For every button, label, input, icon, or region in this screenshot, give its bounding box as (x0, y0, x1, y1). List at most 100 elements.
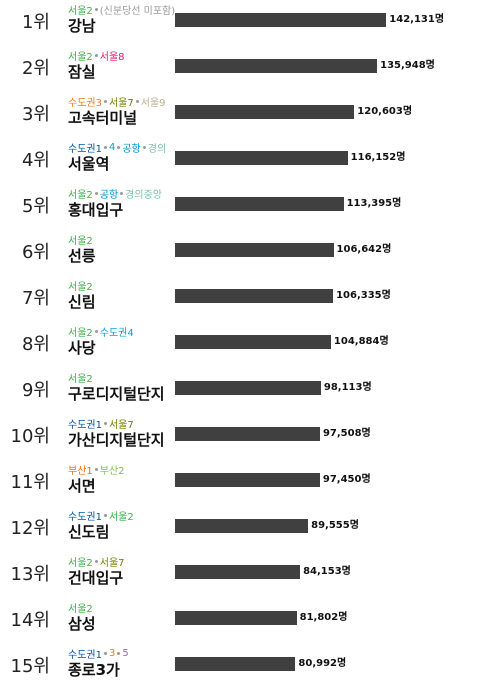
line-labels: 서울2 (68, 370, 93, 385)
value-label: 135,948명 (380, 60, 435, 71)
line-label: 서울2 (68, 328, 93, 339)
station-name: 구로디지털단지 (68, 385, 165, 403)
bar (175, 243, 334, 257)
separator (94, 54, 98, 57)
station-name: 홍대입구 (68, 201, 124, 219)
separator (117, 146, 121, 149)
separator (103, 514, 107, 517)
rank-label: 2위 (21, 58, 50, 79)
ranking-row: 13위 서울2 서울7 건대입구 84,153명 (0, 552, 500, 598)
ranking-row: 5위 서울2 공항 경의중앙 홍대입구 113,395명 (0, 184, 500, 230)
bar (175, 105, 355, 119)
line-labels: 서울2 (68, 600, 93, 615)
line-labels: 서울2 서울7 (68, 554, 125, 569)
rank-label: 6위 (21, 242, 50, 263)
rank-label: 7위 (21, 288, 50, 309)
rank-label: 8위 (21, 334, 50, 355)
line-label: 수도권1 (68, 420, 102, 431)
station-name: 신도림 (68, 523, 110, 541)
line-labels: 서울2 (68, 232, 93, 247)
line-label: 서울7 (99, 558, 125, 569)
bar (175, 565, 301, 579)
ranking-row: 11위 부산1 부산2 서면 97,450명 (0, 460, 500, 506)
line-labels: 서울2 (68, 278, 93, 293)
line-label: 공항 (122, 144, 141, 155)
line-labels: 서울2 공항 경의중앙 (68, 186, 162, 201)
rank-label: 1위 (21, 12, 50, 33)
line-label: 서울2 (68, 190, 93, 201)
rank-label: 11위 (10, 472, 50, 493)
station-name: 선릉 (68, 247, 96, 265)
ranking-row: 15위 수도권1 3 5 종로3가 80,992명 (0, 644, 500, 690)
line-labels: 수도권1 서울2 (68, 508, 134, 523)
rank-label: 14위 (10, 610, 50, 631)
value-label: 89,555명 (311, 520, 359, 531)
ranking-row: 6위 서울2 선릉 106,642명 (0, 230, 500, 276)
line-label: 서울2 (108, 512, 134, 523)
ranking-row: 14위 서울2 삼성 81,802명 (0, 598, 500, 644)
value-label: 81,802명 (299, 612, 348, 623)
ranking-row: 7위 서울2 신림 106,335명 (0, 276, 500, 322)
rank-label: 3위 (21, 104, 50, 125)
line-label: 부산2 (99, 466, 125, 477)
line-label: 수도권3 (68, 98, 102, 109)
separator (94, 330, 98, 333)
bar (175, 519, 309, 533)
bar (175, 335, 331, 349)
ranking-row: 9위 서울2 구로디지털단지 98,113명 (0, 368, 500, 414)
separator (103, 100, 107, 103)
line-label: 서울7 (108, 98, 134, 109)
value-label: 104,884명 (333, 336, 389, 347)
station-name: 건대입구 (68, 569, 124, 587)
separator (142, 146, 146, 149)
station-name: 신림 (68, 293, 96, 311)
value-label: 97,450명 (322, 474, 371, 485)
bar (175, 13, 387, 27)
ranking-row: 12위 수도권1 서울2 신도림 89,555명 (0, 506, 500, 552)
line-label: 서울2 (68, 282, 93, 293)
value-label: 80,992명 (298, 658, 347, 669)
line-label: 4 (108, 142, 116, 153)
value-label: 106,642명 (336, 244, 392, 255)
line-label: 서울2 (68, 558, 93, 569)
value-label: 142,131명 (389, 14, 445, 25)
bar (175, 657, 296, 671)
line-label: (신분당선 미포함) (99, 6, 176, 17)
bar (175, 59, 378, 73)
rank-label: 13위 (10, 564, 50, 585)
line-label: 서울2 (68, 604, 93, 615)
value-label: 84,153명 (303, 566, 351, 577)
value-label: 116,152명 (350, 152, 406, 163)
bar (175, 427, 320, 441)
ranking-row: 2위 서울2 서울8 잠실 135,948명 (0, 46, 500, 92)
line-label: 서울2 (68, 374, 93, 385)
separator (94, 192, 98, 195)
station-name: 잠실 (68, 63, 96, 81)
separator (120, 192, 124, 195)
ranking-row: 8위 서울2 수도권4 사당 104,884명 (0, 322, 500, 368)
separator (94, 560, 98, 563)
line-labels: 수도권1 서울7 (68, 416, 134, 431)
line-label: 5 (122, 648, 129, 659)
line-labels: 수도권3 서울7 서울9 (68, 94, 166, 109)
line-label: 경의 (147, 144, 167, 155)
station-name: 사당 (68, 339, 96, 357)
value-label: 106,335명 (336, 290, 391, 301)
rank-label: 4위 (21, 150, 50, 171)
bar (175, 197, 344, 211)
station-name: 가산디지털단지 (68, 431, 165, 449)
line-label: 서울2 (68, 6, 93, 17)
separator (103, 146, 107, 149)
line-labels: 부산1 부산2 (68, 462, 125, 477)
line-label: 서울9 (140, 98, 166, 109)
separator (103, 652, 107, 655)
line-label: 서울2 (68, 236, 93, 247)
station-name: 서면 (68, 477, 96, 495)
bar (175, 151, 348, 165)
rank-label: 12위 (10, 518, 50, 539)
line-label: 수도권4 (99, 328, 134, 339)
separator (117, 652, 121, 655)
ranking-row: 1위 서울2 (신분당선 미포함) 강남 142,131명 (0, 0, 500, 46)
value-label: 97,508명 (322, 428, 371, 439)
